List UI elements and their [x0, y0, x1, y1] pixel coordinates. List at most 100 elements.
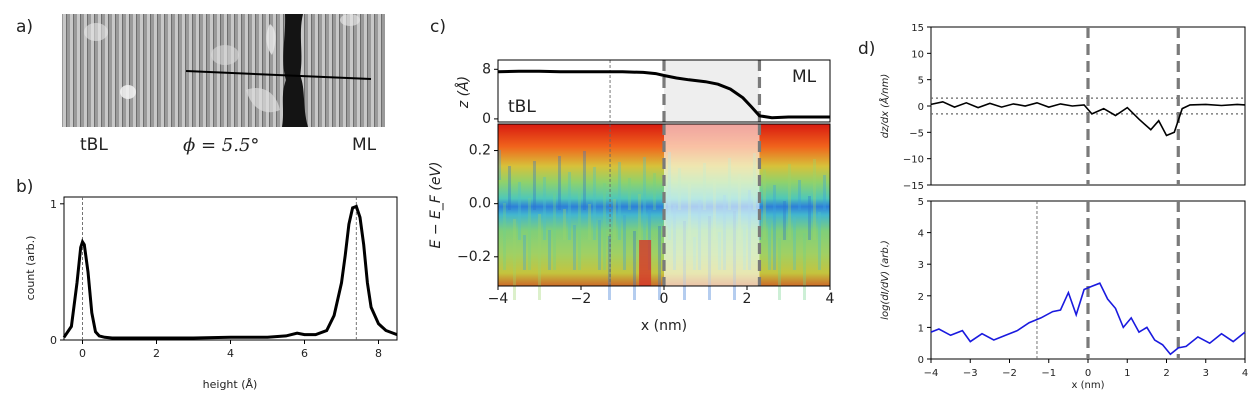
d-bottom-xtick-label: −4: [924, 368, 939, 379]
chart-c: 0 8 tBL ML z (Å) −4 −2 0 2 4 −0.2 0.0 0.2 x (nm…: [428, 59, 835, 334]
c-heatmap-streak: [533, 161, 536, 210]
d-bottom-ytick-label: 0: [918, 355, 924, 366]
d-top-ytick-label: 10: [911, 49, 924, 60]
label-ml-a: ML: [352, 135, 377, 155]
c-heatmap-streak: [623, 215, 626, 270]
c-heatmap-streak: [598, 220, 601, 270]
b-ytick-label: 1: [50, 198, 57, 211]
d-bottom-xtick-label: 4: [1242, 368, 1248, 379]
c-heatmap-streak: [818, 212, 821, 270]
b-xlabel: height (Å): [203, 378, 258, 391]
c-heatmap-hotspot: [639, 240, 652, 286]
d-bottom-xtick-label: −3: [963, 368, 978, 379]
d-bottom-series-line: [930, 282, 1246, 356]
c-heatmap-streak: [788, 164, 791, 240]
c-heatmap-streak: [543, 177, 546, 240]
c-heatmap-streak: [813, 159, 816, 240]
c-heatmap-streak: [563, 209, 566, 240]
c-heatmap-streak: [798, 180, 801, 210]
c-heatmap-streak: [553, 193, 556, 270]
c-heatmap-streak: [508, 166, 511, 210]
c-heatmap-streak: [658, 226, 661, 300]
b-ylabel: count (arb.): [24, 236, 37, 301]
c-heatmap-streak: [793, 217, 796, 270]
c-map-xtick-label: −4: [488, 291, 509, 307]
c-heatmap-streak: [578, 188, 581, 270]
c-heatmap-streak: [763, 169, 766, 240]
d-bottom-xtick-label: 3: [1203, 368, 1209, 379]
c-map-xtick-label: 4: [826, 291, 835, 307]
d-bottom-ytick-label: 1: [918, 323, 924, 334]
c-xlabel: x (nm): [641, 318, 687, 334]
c-heatmap-streak: [548, 230, 551, 270]
panel-label-c: c): [430, 17, 446, 37]
c-heatmap-streak: [613, 199, 616, 240]
c-heatmap-streak: [628, 178, 631, 210]
d-top-ytick-label: 0: [918, 102, 924, 113]
c-heatmap-streak: [618, 162, 621, 240]
c-heatmap-streak: [758, 206, 761, 240]
d-bottom-xtick-label: 0: [1085, 368, 1091, 379]
d-bottom-ytick-label: 2: [918, 292, 924, 303]
c-heatmap-streak: [538, 214, 541, 300]
d-bottom-xtick-label: −2: [1002, 368, 1017, 379]
chart-d-bottom: −4 −3 −2 −1 0 1 2 3 4 0 1 2 3 4 5 x (nm) log(dI/dV) (…: [880, 197, 1248, 391]
c-heatmap-shaded-region: [664, 124, 760, 286]
c-heatmap-streak: [573, 225, 576, 270]
c-map-ytick-label: 0.0: [469, 196, 491, 212]
d-bottom-xtick-label: 2: [1163, 368, 1169, 379]
label-tbl-a: tBL: [80, 135, 108, 155]
c-heatmap-streak: [808, 196, 811, 240]
b-xtick-label: 0: [79, 347, 86, 360]
c-e-ylabel: E − E_F (eV): [428, 162, 444, 249]
d-top-ylabel: dz/dx (Å/nm): [878, 74, 891, 139]
c-heatmap-streak: [783, 201, 786, 240]
c-heatmap-streak: [773, 185, 776, 270]
c-map-ytick-label: −0.2: [457, 249, 491, 265]
d-top-ytick-label: −10: [903, 155, 924, 166]
d-top-ytick-label: 15: [911, 23, 924, 34]
chart-d-top: −15 −10 −5 0 5 10 15 dz/dx (Å/nm): [878, 23, 1246, 192]
d-bottom-ytick-label: 4: [918, 229, 924, 240]
c-top-series-line: [497, 69, 830, 120]
c-heatmap-streak: [583, 151, 586, 210]
c-heatmap-streak: [643, 157, 646, 240]
c-map-xtick-label: −2: [571, 291, 592, 307]
c-heatmap-streak: [513, 219, 516, 300]
d-top-ytick-label: 5: [918, 76, 924, 87]
c-heatmap-streak: [608, 236, 611, 300]
b-ytick-label: 0: [50, 334, 57, 347]
b-series-line: [62, 204, 398, 340]
c-top-shaded-region: [664, 60, 760, 122]
c-z-ylabel: z (Å): [455, 76, 472, 109]
c-heatmap-streak: [638, 194, 641, 240]
panel-label-a: a): [16, 17, 33, 37]
c-heatmap-streak: [503, 203, 506, 270]
panel-label-b: b): [16, 177, 33, 197]
c-heatmap-streak: [803, 233, 806, 300]
c-top-ytick-label: 8: [482, 61, 491, 77]
b-xtick-label: 6: [301, 347, 308, 360]
d-bottom-ylabel: log(dI/dV) (arb.): [880, 240, 891, 320]
d-bottom-ytick-label: 5: [918, 197, 924, 208]
c-heatmap-streak: [823, 175, 826, 210]
c-heatmap-streak: [558, 156, 561, 210]
c-map-xtick-label: 2: [743, 291, 752, 307]
d-xlabel: x (nm): [1072, 380, 1105, 391]
d-bottom-xtick-label: −1: [1041, 368, 1056, 379]
b-xtick-label: 4: [227, 347, 234, 360]
c-heatmap-streak: [603, 183, 606, 270]
c-heatmap-streak: [633, 231, 636, 300]
c-heatmap-streak: [593, 167, 596, 240]
c-heatmap-streak: [498, 150, 501, 180]
twist-angle-label: ϕ = 5.5°: [183, 135, 259, 156]
d-top-series-line: [930, 100, 1246, 137]
c-map-xtick-label: 0: [660, 291, 669, 307]
d-top-ytick-label: −15: [903, 181, 924, 192]
b-xtick-label: 8: [375, 347, 382, 360]
panel-a-stm-image: [62, 14, 385, 127]
c-heatmap-streak: [528, 198, 531, 270]
d-bottom-ytick-label: 3: [918, 260, 924, 271]
c-heatmap-streak: [768, 222, 771, 270]
